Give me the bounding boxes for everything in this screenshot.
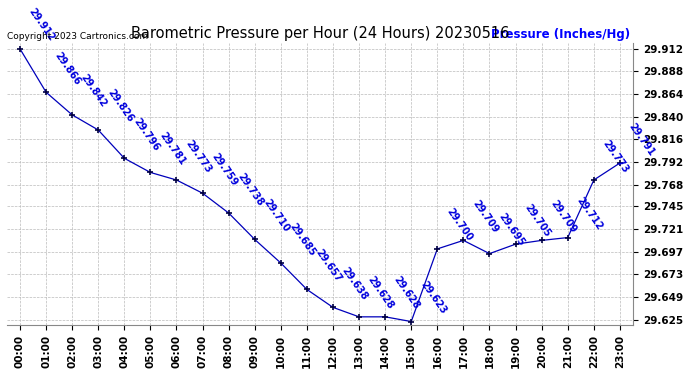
Text: 29.638: 29.638 [340,265,370,302]
Text: 29.773: 29.773 [184,138,213,174]
Text: 29.738: 29.738 [235,171,266,207]
Text: 29.796: 29.796 [131,116,161,153]
Text: 29.773: 29.773 [601,138,631,174]
Text: 29.628: 29.628 [392,275,422,311]
Text: 29.685: 29.685 [288,221,317,258]
Text: 29.781: 29.781 [157,130,187,167]
Text: 29.695: 29.695 [496,211,526,248]
Text: 29.709: 29.709 [471,198,500,235]
Text: 29.791: 29.791 [627,121,657,158]
Text: 29.826: 29.826 [105,88,135,124]
Text: 29.912: 29.912 [27,7,57,43]
Text: Pressure (Inches/Hg): Pressure (Inches/Hg) [491,28,630,40]
Text: 29.628: 29.628 [366,275,396,311]
Text: 29.712: 29.712 [575,195,604,232]
Text: 29.759: 29.759 [210,151,239,188]
Text: 29.705: 29.705 [522,202,552,238]
Text: 29.623: 29.623 [418,279,448,316]
Text: Copyright 2023 Cartronics.com: Copyright 2023 Cartronics.com [7,32,148,40]
Text: 29.842: 29.842 [79,73,109,110]
Text: 29.710: 29.710 [262,198,291,234]
Text: 29.709: 29.709 [549,198,578,235]
Text: 29.866: 29.866 [53,50,83,87]
Text: 29.700: 29.700 [444,207,474,243]
Text: 29.657: 29.657 [314,248,344,284]
Title: Barometric Pressure per Hour (24 Hours) 20230516: Barometric Pressure per Hour (24 Hours) … [131,26,509,41]
